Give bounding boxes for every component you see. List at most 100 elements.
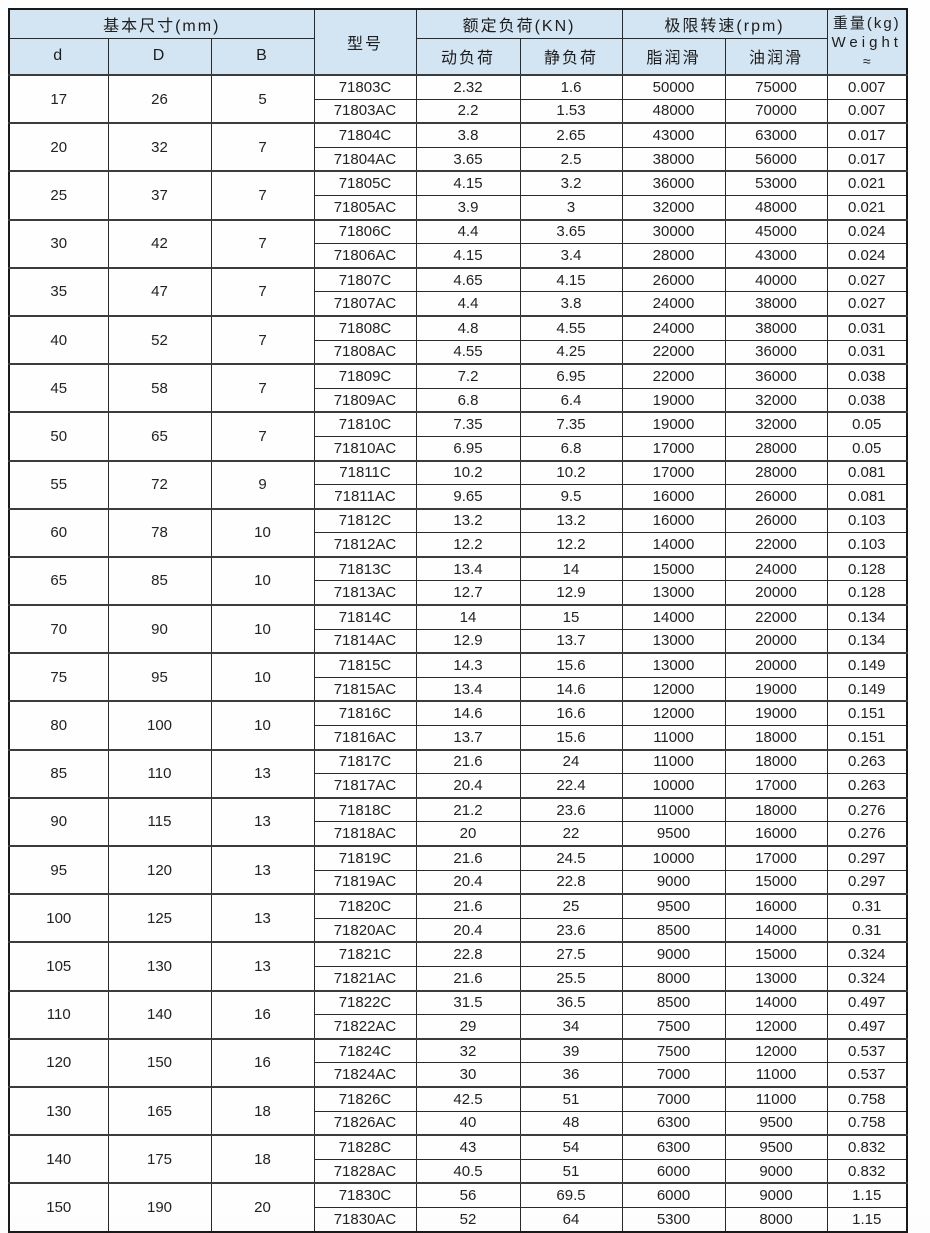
dynamic-load-cell: 6.95 — [415, 435, 521, 462]
weight-cell: 0.263 — [826, 748, 908, 775]
oil-speed-cell: 19000 — [724, 676, 828, 702]
oil-speed-cell: 28000 — [724, 459, 828, 486]
oil-speed-cell: 9000 — [724, 1182, 828, 1208]
table-row: 80 100 10 71816C 14.6 16.6 12000 19000 0.151 — [8, 700, 908, 751]
D-cell: 26 — [107, 73, 212, 124]
table-row: 60 78 10 71812C 13.2 13.2 16000 26000 0.103 — [8, 507, 908, 558]
oil-speed-cell: 18000 — [724, 725, 828, 751]
model-cell: 71809AC — [313, 387, 417, 413]
D-cell: 100 — [107, 700, 212, 751]
oil-speed-cell: 36000 — [724, 363, 828, 389]
weight-cell: 0.263 — [826, 773, 908, 799]
weight-cell: 0.832 — [826, 1158, 908, 1184]
d-cell: 95 — [8, 844, 109, 895]
oil-speed-cell: 11000 — [724, 1062, 828, 1088]
table-row: 40 52 7 71808C 4.8 4.55 24000 38000 0.031 — [8, 314, 908, 365]
oil-speed-cell: 18000 — [724, 748, 828, 775]
D-cell: 165 — [107, 1085, 212, 1136]
grease-speed-cell: 15000 — [621, 555, 726, 582]
dynamic-load-cell: 14 — [415, 604, 521, 630]
oil-speed-cell: 56000 — [724, 146, 828, 172]
B-cell: 7 — [210, 314, 315, 365]
static-load-cell: 3.2 — [519, 170, 623, 196]
model-cell: 71808C — [313, 314, 417, 341]
table-header: 基本尺寸(mm) 型号 额定负荷(KN) 极限转速(rpm) 重量(kg) We… — [8, 8, 908, 76]
weight-cell: 0.031 — [826, 314, 908, 341]
dynamic-load-cell: 4.65 — [415, 266, 521, 293]
table-row: 71814AC 12.9 13.7 13000 20000 0.134 — [9, 628, 908, 654]
table-row: 50 65 7 71810C 7.35 7.35 19000 32000 0.05 — [8, 411, 908, 462]
d-cell: 55 — [8, 459, 109, 510]
B-cell: 7 — [210, 363, 315, 413]
header-basic-size: 基本尺寸(mm) — [8, 8, 315, 39]
static-load-cell: 6.95 — [519, 363, 623, 389]
B-cell: 7 — [210, 122, 315, 172]
static-load-cell: 51 — [519, 1158, 623, 1184]
oil-speed-cell: 9000 — [724, 1158, 828, 1184]
table-row: 150 190 20 71830C 56 69.5 6000 9000 1.15 — [8, 1182, 908, 1233]
grease-speed-cell: 6300 — [621, 1134, 726, 1160]
B-cell: 10 — [210, 652, 315, 702]
grease-speed-cell: 9000 — [621, 869, 726, 895]
d-cell: 60 — [8, 507, 109, 558]
oil-speed-cell: 17000 — [724, 773, 828, 799]
oil-speed-cell: 14000 — [724, 989, 828, 1016]
B-cell: 16 — [210, 1037, 315, 1088]
static-load-cell: 6.4 — [519, 387, 623, 413]
dynamic-load-cell: 13.4 — [415, 676, 521, 702]
d-cell: 65 — [8, 555, 109, 606]
static-load-cell: 54 — [519, 1134, 623, 1160]
dynamic-load-cell: 12.2 — [415, 532, 521, 558]
dynamic-load-cell: 6.8 — [415, 387, 521, 413]
dynamic-load-cell: 4.15 — [415, 170, 521, 196]
table-row: 130 165 18 71826C 42.5 51 7000 11000 0.758 — [8, 1085, 908, 1136]
dynamic-load-cell: 13.4 — [415, 555, 521, 582]
D-cell: 130 — [107, 941, 212, 992]
grease-speed-cell: 28000 — [621, 243, 726, 269]
oil-speed-cell: 12000 — [724, 1014, 828, 1040]
dynamic-load-cell: 21.2 — [415, 796, 521, 823]
grease-speed-cell: 8500 — [621, 917, 726, 943]
d-cell: 105 — [8, 941, 109, 992]
d-cell: 90 — [8, 796, 109, 847]
d-cell: 50 — [8, 411, 109, 462]
model-cell: 71808AC — [313, 339, 417, 365]
dynamic-load-cell: 42.5 — [415, 1085, 521, 1112]
weight-cell: 0.324 — [826, 965, 908, 992]
d-cell: 20 — [8, 122, 109, 172]
oil-speed-cell: 63000 — [724, 122, 828, 148]
B-cell: 18 — [210, 1134, 315, 1184]
d-cell: 100 — [8, 893, 109, 943]
header-B: B — [210, 37, 315, 76]
grease-speed-cell: 9000 — [621, 941, 726, 967]
D-cell: 42 — [107, 218, 212, 269]
model-cell: 71807AC — [313, 291, 417, 317]
table-row: 105 130 13 71821C 22.8 27.5 9000 15000 0.324 — [8, 941, 908, 992]
weight-cell: 0.276 — [826, 796, 908, 823]
table-row: 71803AC 2.2 1.53 48000 70000 0.007 — [9, 98, 908, 124]
table-row: 70 90 10 71814C 14 15 14000 22000 0.134 — [8, 604, 908, 654]
weight-cell: 0.021 — [826, 194, 908, 221]
dynamic-load-cell: 4.4 — [415, 218, 521, 245]
oil-speed-cell: 15000 — [724, 941, 828, 967]
static-load-cell: 25.5 — [519, 965, 623, 992]
static-load-cell: 13.2 — [519, 507, 623, 534]
static-load-cell: 3.8 — [519, 291, 623, 317]
B-cell: 13 — [210, 941, 315, 992]
B-cell: 16 — [210, 989, 315, 1040]
grease-speed-cell: 13000 — [621, 580, 726, 606]
d-cell: 120 — [8, 1037, 109, 1088]
grease-speed-cell: 5300 — [621, 1206, 726, 1233]
static-load-cell: 64 — [519, 1206, 623, 1233]
weight-cell: 0.31 — [826, 893, 908, 919]
model-cell: 71803C — [313, 73, 417, 100]
static-load-cell: 3.65 — [519, 218, 623, 245]
D-cell: 175 — [107, 1134, 212, 1184]
model-cell: 71805AC — [313, 194, 417, 221]
static-load-cell: 23.6 — [519, 917, 623, 943]
d-cell: 80 — [8, 700, 109, 751]
table-row: 71817AC 20.4 22.4 10000 17000 0.263 — [9, 773, 908, 799]
model-cell: 71813AC — [313, 580, 417, 606]
grease-speed-cell: 11000 — [621, 748, 726, 775]
table-body: 17 26 5 71803C 2.32 1.6 50000 75000 0.007 71803AC… — [8, 73, 908, 1233]
